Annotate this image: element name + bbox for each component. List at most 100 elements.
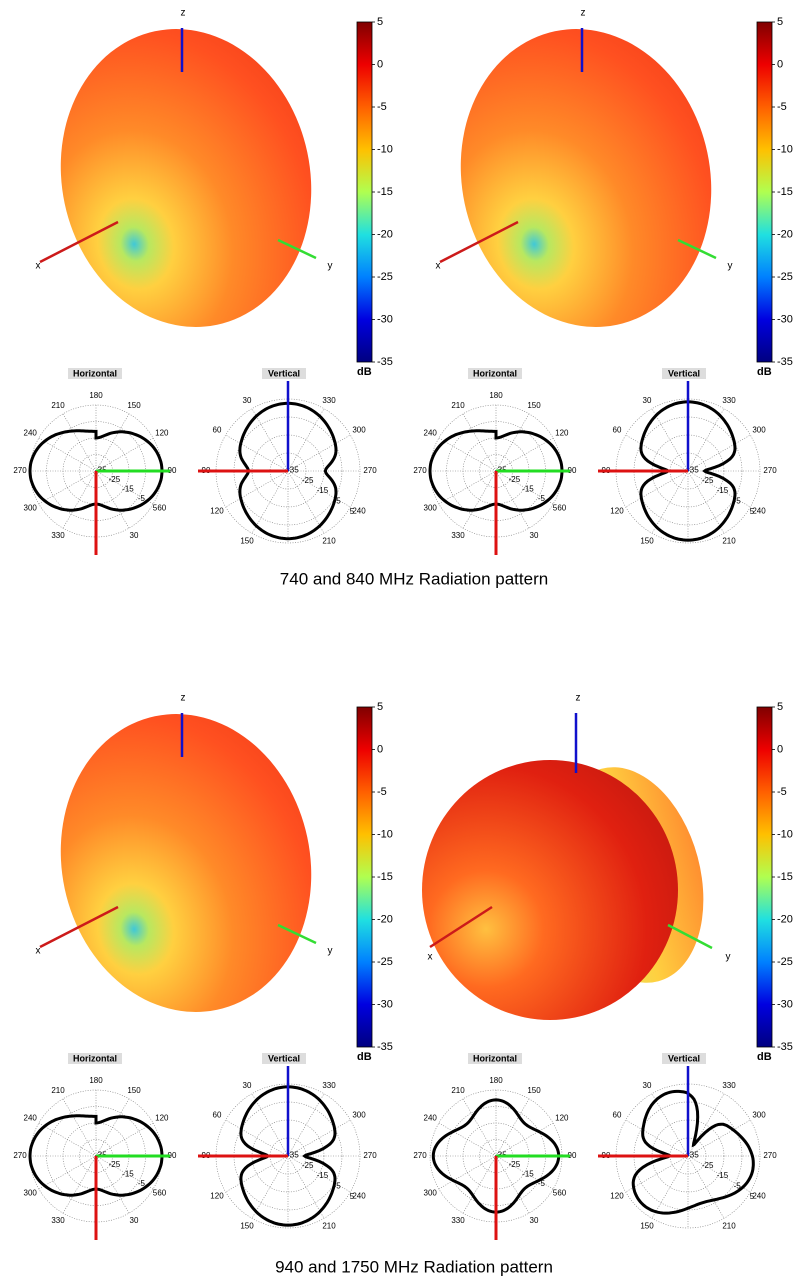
polar-spoke [251,1093,289,1157]
angle-label: 30 [130,1216,139,1225]
radial-label: 5 [750,1192,755,1201]
radial-label: 5 [153,503,158,512]
polar-spoke [62,413,97,472]
polar-spoke [95,1122,154,1157]
polar-spoke [38,470,97,505]
angle-label: 30 [243,396,252,405]
y-axis-3d [277,923,317,945]
polar-spoke [95,470,154,505]
colorbar-label: -30 [377,313,393,325]
pattern-3d [460,29,712,327]
angle-label: 210 [722,536,736,545]
radial-label: -35 [287,466,299,475]
angle-label: 210 [451,1086,465,1095]
colorbar-label: 0 [377,743,383,755]
angle-label: 210 [722,1221,736,1230]
angle-label: 330 [322,1081,336,1090]
radial-label: 5 [350,1192,355,1201]
angle-label: 330 [51,1216,65,1225]
polar-spoke [438,470,497,505]
angle-label: 150 [127,401,141,410]
angle-label: 240 [352,1192,366,1201]
colorbar [356,706,373,1048]
y-label: y [728,261,733,272]
polar-spoke [687,1155,751,1193]
angle-label: 240 [752,1192,766,1201]
polar-spoke [95,470,130,529]
radial-label: -25 [702,1161,714,1170]
x-axis-3d [439,220,519,264]
angle-label: 330 [451,531,465,540]
polar-spoke [287,1119,351,1157]
pattern-3d [422,760,678,1020]
colorbar-label: -5 [777,101,787,113]
polar-spoke [687,470,725,534]
angle-label: 210 [322,1221,336,1230]
radial-label: -15 [717,1171,729,1180]
polar-spoke [225,470,289,508]
radial-label: -5 [734,497,742,506]
angle-label: 300 [752,426,766,435]
colorbar-label: -20 [777,228,793,240]
polar-spoke [438,437,497,472]
colorbar-label: -30 [777,313,793,325]
angle-label: 180 [89,1076,103,1085]
title-bg [262,1053,306,1064]
pattern-3d [60,714,312,1012]
angle-label: 300 [24,1189,38,1198]
colorbar-label: 0 [777,743,783,755]
polar-ring [233,1101,343,1211]
radial-label: -15 [317,1171,329,1180]
z-label: z [181,8,186,19]
angle-label: 60 [557,1189,566,1198]
angle-label: 120 [210,507,224,516]
angle-label: 240 [424,429,438,438]
polar-spoke [495,413,530,472]
y-axis-3d [277,238,317,260]
colorbar-label: -10 [777,143,793,155]
colorbar-label: -25 [377,271,393,283]
z-label: z [576,693,581,704]
angle-label: 120 [555,429,569,438]
title-bg [662,1053,706,1064]
colorbar-label: -35 [377,356,393,368]
angle-label: 60 [613,426,622,435]
polar-spoke [225,434,289,472]
radial-label: -5 [334,1182,342,1191]
colorbar-unit: dB [757,1051,772,1063]
polar-spoke [95,413,130,472]
angle-label: 30 [643,1081,652,1090]
angle-label: 60 [157,504,166,513]
radial-label: -5 [138,494,146,503]
radial-label: -25 [509,475,521,484]
colorbar-label: -10 [777,828,793,840]
title-bg [468,368,522,379]
colorbar-label: -25 [377,956,393,968]
angle-label: 60 [157,1189,166,1198]
polar-spoke [62,1155,97,1214]
pattern-3d [60,29,312,327]
polar-spoke [687,1093,725,1157]
polar-spoke [687,434,751,472]
angle-label: 150 [240,536,254,545]
angle-label: 240 [424,1114,438,1123]
angle-label: 60 [557,504,566,513]
polar-spoke [251,408,289,472]
polar-spoke [438,1155,497,1190]
radial-label: -25 [702,476,714,485]
colorbar [756,706,773,1048]
panel: z x y 5 0 -5 -10 -15 -20 -25 -30 -35 dB Horizontal Ver… [413,8,793,555]
angle-label: 330 [451,1216,465,1225]
colorbar-label: -30 [377,998,393,1010]
y-axis-3d [677,238,717,260]
colorbar-label: -20 [377,228,393,240]
radial-label: -25 [302,476,314,485]
polar-title: Vertical [268,1053,300,1063]
angle-label: 270 [413,466,427,475]
colorbar-label: -35 [377,1041,393,1053]
colorbar-label: 0 [777,58,783,70]
angle-label: 60 [613,1111,622,1120]
polar-spoke [462,1155,497,1214]
radial-label: -15 [522,1169,534,1178]
y-label: y [726,952,731,963]
